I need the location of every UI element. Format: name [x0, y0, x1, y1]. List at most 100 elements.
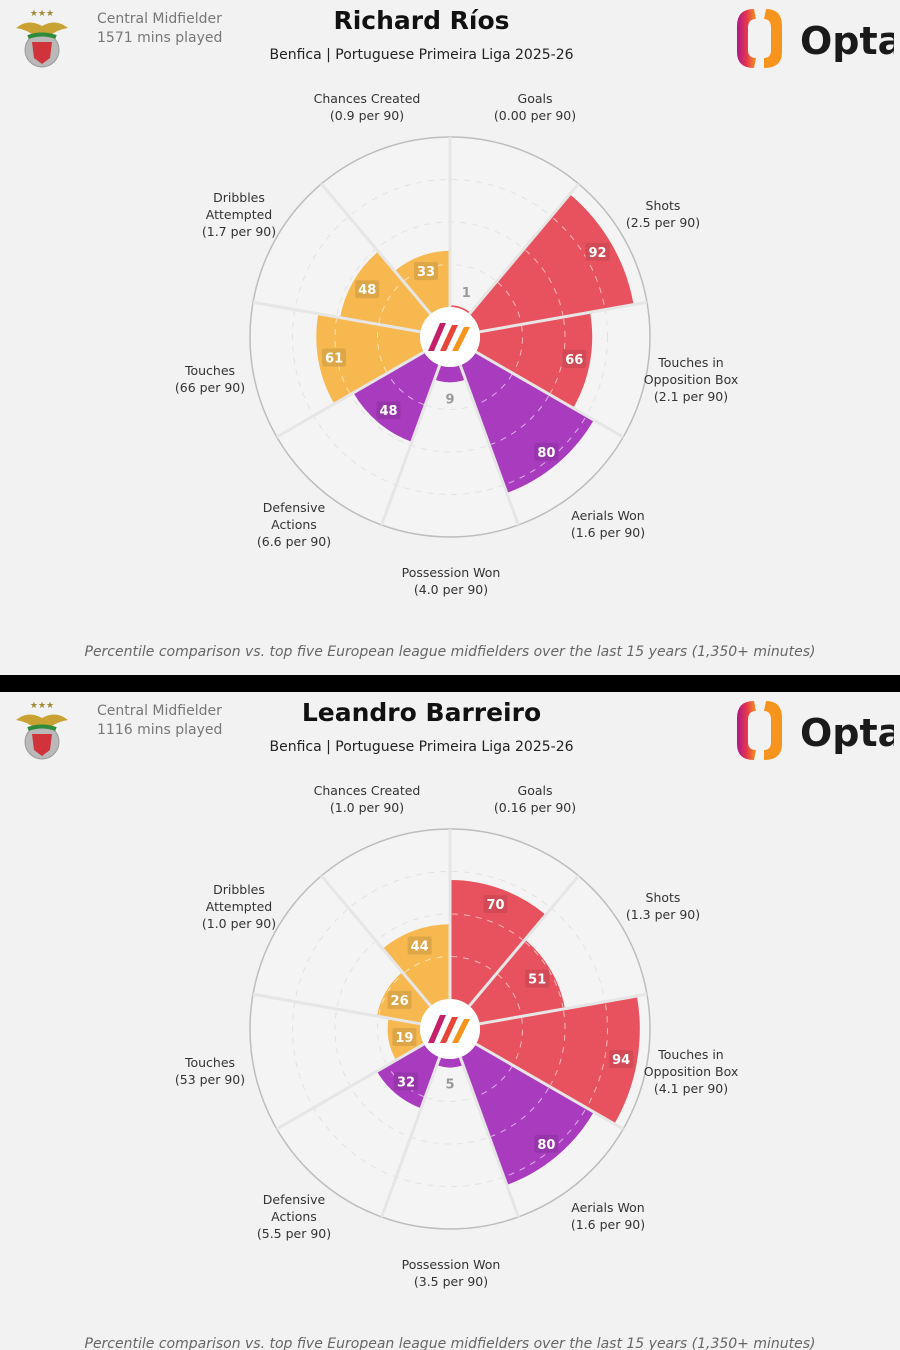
slice-divider	[320, 874, 432, 1007]
player-name: Leandro Barreiro	[301, 698, 542, 727]
pizza-slice	[475, 996, 640, 1124]
slice-divider	[468, 182, 580, 315]
value-label-bg	[562, 349, 587, 368]
pizza-chart: 1 92 66 80 9 48 61 48 33	[249, 136, 651, 538]
slice-grid-ring	[378, 973, 403, 1016]
slice-divider	[475, 1042, 624, 1131]
metric-label: Defensive Actions (6.6 per 90)	[257, 499, 331, 550]
slice-grid-ring	[512, 325, 523, 373]
svg-text:★★★: ★★★	[30, 9, 54, 19]
metric-label: Chances Created (1.0 per 90)	[314, 782, 421, 816]
value-label-bg	[394, 1072, 419, 1091]
metric-name: Possession Won	[401, 565, 501, 580]
percentile-label: 70	[486, 898, 504, 913]
slice-grid-ring	[491, 395, 550, 445]
metric-per90: (6.6 per 90)	[256, 534, 332, 549]
value-label-bg	[387, 990, 412, 1009]
metric-name: Touches in Opposition Box	[643, 355, 739, 387]
metric-label: Dribbles Attempted (1.0 per 90)	[202, 881, 276, 932]
player-position: Central Midfielder	[97, 11, 222, 27]
benfica-crest-icon: ★★★	[16, 9, 68, 68]
value-label-bg	[355, 280, 380, 299]
svg-text:Opta: Opta	[800, 19, 894, 63]
player-role-info: Central Midfielder 1116 mins played	[97, 702, 222, 740]
pizza-slice	[353, 352, 440, 442]
percentile-label: 61	[325, 351, 343, 366]
slice-divider	[252, 300, 421, 334]
metric-name: Goals	[517, 783, 553, 798]
metric-per90: (1.6 per 90)	[570, 1217, 646, 1232]
metric-per90: (1.0 per 90)	[201, 916, 277, 931]
slice-grid-ring	[475, 374, 513, 406]
value-label-bg	[483, 895, 508, 914]
slice-divider	[479, 300, 648, 334]
percentile-label: 80	[537, 446, 555, 461]
slice-grid-ring	[550, 1010, 566, 1085]
pizza-slice	[340, 251, 431, 332]
metric-per90: (53 per 90)	[174, 1072, 246, 1087]
value-label-bg	[534, 1134, 559, 1153]
pizza-slice	[469, 194, 634, 332]
metric-per90: (4.0 per 90)	[413, 582, 489, 597]
player-role-info: Central Midfielder 1571 mins played	[97, 10, 222, 48]
percentile-label: 33	[417, 265, 435, 280]
opta-mark-icon	[420, 307, 480, 367]
metric-name: Aerials Won	[571, 508, 645, 523]
slice-divider	[475, 350, 624, 439]
slice-divider	[320, 182, 432, 315]
percentile-label: 92	[589, 246, 607, 261]
benfica-crest-icon: ★★★	[16, 701, 68, 760]
metric-name: Chances Created	[313, 783, 421, 798]
metric-label: Aerials Won (1.6 per 90)	[571, 1199, 645, 1233]
value-label-bg	[534, 442, 559, 461]
metric-per90: (1.7 per 90)	[201, 224, 277, 239]
metric-name: Shots	[645, 890, 681, 905]
metric-per90: (0.9 per 90)	[329, 108, 405, 123]
percentile-label: 48	[380, 404, 398, 419]
pizza-slice	[460, 352, 594, 493]
chart-footnote: Percentile comparison vs. top five Europ…	[84, 644, 816, 660]
metric-per90: (66 per 90)	[174, 380, 246, 395]
metric-per90: (0.16 per 90)	[493, 800, 577, 815]
metric-per90: (5.5 per 90)	[256, 1226, 332, 1241]
percentile-label: 80	[537, 1138, 555, 1153]
slice-divider	[252, 992, 421, 1026]
metric-name: Defensive Actions	[262, 1192, 326, 1224]
value-label-bg	[376, 401, 401, 420]
percentile-label: 94	[612, 1053, 630, 1068]
metric-per90: (1.6 per 90)	[570, 525, 646, 540]
metric-name: Defensive Actions	[262, 500, 326, 532]
slice-divider	[380, 1056, 442, 1218]
metric-label: Chances Created (0.9 per 90)	[314, 90, 421, 124]
metric-name: Shots	[645, 198, 681, 213]
value-label-bg	[414, 262, 439, 281]
metric-label: Dribbles Attempted (1.7 per 90)	[202, 189, 276, 240]
slice-divider	[468, 874, 580, 1007]
metric-label: Defensive Actions (5.5 per 90)	[257, 1191, 331, 1242]
percentile-label: 51	[528, 973, 546, 988]
slice-grid-ring	[525, 941, 564, 1008]
value-label-bg	[392, 1028, 417, 1047]
pizza-slice	[469, 939, 565, 1024]
metric-per90: (2.5 per 90)	[625, 215, 701, 230]
percentile-label: 1	[462, 286, 471, 301]
metric-label: Shots (2.5 per 90)	[626, 197, 700, 231]
opta-logo-icon: Opta	[734, 6, 900, 76]
player-panel-barreiro: ★★★ Central Midfielder 1116 mins played L…	[0, 692, 900, 1350]
grid-ring	[292, 179, 608, 495]
slice-divider	[458, 364, 520, 526]
pizza-slice	[316, 313, 425, 404]
slice-grid-ring	[497, 973, 522, 1016]
chart-footnote: Percentile comparison vs. top five Europ…	[84, 1336, 816, 1350]
metric-label: Touches (66 per 90)	[175, 362, 245, 396]
pizza-slice	[450, 880, 546, 1007]
metric-label: Goals (0.00 per 90)	[494, 90, 576, 124]
metric-name: Touches	[184, 363, 236, 378]
slice-grid-ring	[587, 1004, 608, 1106]
pizza-slice	[460, 1044, 594, 1185]
percentile-label: 19	[395, 1031, 413, 1046]
value-label-bg	[525, 969, 550, 988]
value-label-bg	[609, 1050, 634, 1069]
metric-label: Possession Won (3.5 per 90)	[402, 1256, 501, 1290]
slice-grid-ring	[512, 1017, 523, 1065]
